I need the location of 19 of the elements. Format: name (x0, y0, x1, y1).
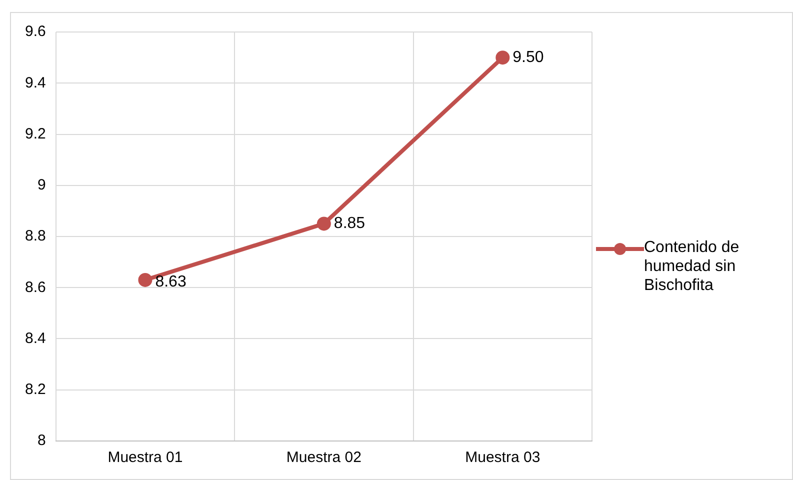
data-label: 9.50 (512, 48, 544, 66)
y-tick-label: 8.8 (24, 228, 46, 245)
data-label: 8.63 (155, 273, 186, 290)
y-tick-label: 8 (38, 432, 46, 450)
legend-label: Contenido de humedad sin Bischofita (644, 238, 740, 295)
point (316, 216, 331, 231)
x-tick-label: Muestra 03 (465, 449, 540, 466)
y-tick-label: 8.4 (24, 330, 46, 347)
point (138, 272, 152, 287)
y-tick-label: 9.6 (24, 23, 46, 40)
x-tick-label: Muestra 02 (286, 449, 362, 466)
y-tick-label: 8.6 (24, 278, 46, 296)
y-tick-label: 8.2 (24, 381, 46, 398)
y-tick-label: 9 (38, 176, 46, 194)
y-tick-label: 9.4 (24, 74, 46, 92)
point (496, 50, 510, 65)
x-tick-label: Muestra 01 (108, 449, 183, 466)
data-label: 8.85 (334, 215, 366, 232)
y-tick-label: 9.2 (24, 125, 46, 142)
